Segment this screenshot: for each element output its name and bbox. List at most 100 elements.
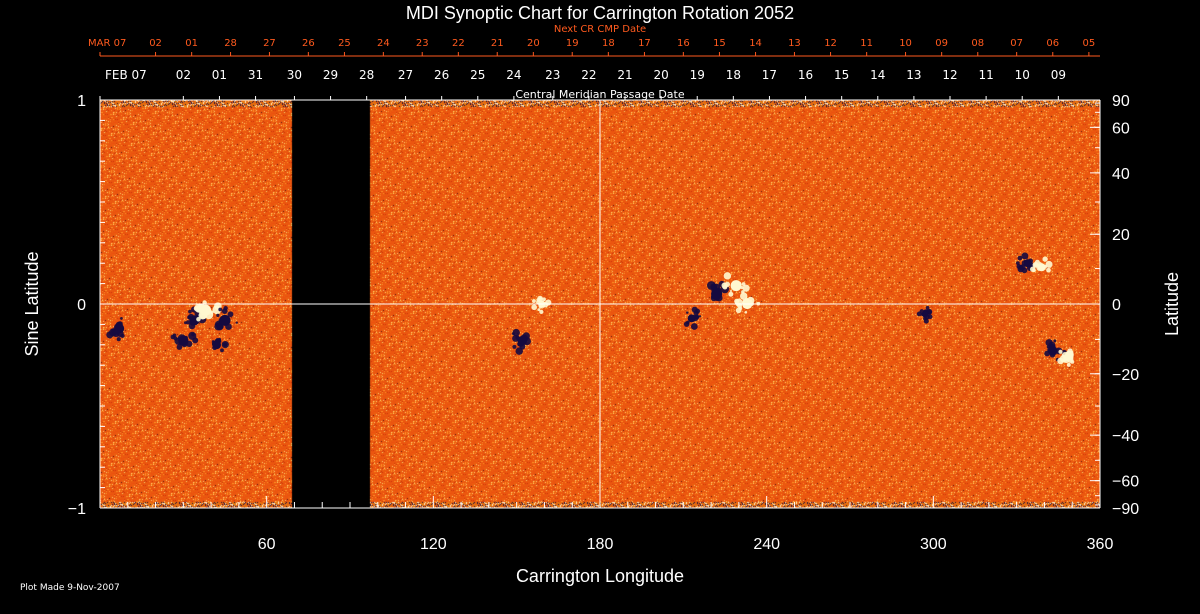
active-region-speck <box>193 306 199 311</box>
cmp-date-label: 12 <box>942 68 957 82</box>
cmp-date-label: 11 <box>978 68 993 82</box>
active-region-negative-4 <box>219 314 231 326</box>
cmp-date-label: 27 <box>398 68 413 82</box>
cmp-date-label: 13 <box>906 68 921 82</box>
y-right-tick-label: −90 <box>1112 501 1139 518</box>
cmp-date-label: 01 <box>212 68 227 82</box>
active-region-positive-14 <box>1037 263 1046 272</box>
cmp-date-label: FEB 07 <box>105 68 147 82</box>
active-region-negative-13 <box>1023 259 1032 268</box>
next-cr-date-label: 27 <box>263 38 276 49</box>
y-right-tick-label: −60 <box>1112 474 1139 491</box>
cmp-date-label: 29 <box>323 68 338 82</box>
next-cr-date-label: 14 <box>749 38 762 49</box>
active-region-negative-6 <box>517 335 527 346</box>
active-region-speck <box>722 284 728 290</box>
grid-lines <box>100 100 1100 508</box>
active-region-positive-10 <box>730 280 742 292</box>
next-cr-date-label: 26 <box>302 38 315 49</box>
active-region-speck <box>176 344 183 350</box>
x-tick-label: 120 <box>420 536 447 553</box>
next-cr-date-label: 12 <box>824 38 837 49</box>
y-right-tick-label: 60 <box>1112 120 1130 137</box>
y-right-tick-label: −20 <box>1112 367 1139 384</box>
active-region-speck <box>691 306 698 313</box>
next-cr-date-label: 21 <box>491 38 504 49</box>
active-region-speck <box>173 336 178 341</box>
active-region-speck <box>216 313 220 318</box>
next-cr-date-label: 10 <box>899 38 912 49</box>
cmp-date-label: 21 <box>617 68 632 82</box>
active-region-speck <box>212 305 222 315</box>
active-region-speck <box>734 298 743 307</box>
active-region-speck <box>741 290 745 294</box>
active-region-speck <box>116 337 121 342</box>
active-region-speck <box>923 316 927 321</box>
cmp-date-label: 31 <box>248 68 263 82</box>
cmp-date-label: 23 <box>545 68 560 82</box>
y-axis-title-right: Latitude <box>1162 272 1182 336</box>
next-cr-date-label: 13 <box>788 38 801 49</box>
active-region-speck <box>1057 357 1064 365</box>
active-region-speck <box>1042 256 1048 262</box>
next-cr-date-label: 05 <box>1083 38 1096 49</box>
active-region-speck <box>927 314 933 320</box>
active-region-speck <box>531 304 538 311</box>
next-cr-date-label: 16 <box>677 38 690 49</box>
y-right-tick-label: 90 <box>1112 93 1130 110</box>
active-region-speck <box>697 315 700 319</box>
active-region-speck <box>223 342 228 347</box>
active-region-speck <box>739 292 748 300</box>
y-right-tick-label: −40 <box>1112 428 1139 445</box>
x-axis-title: Carrington Longitude <box>516 566 684 586</box>
next-cr-date-label: 19 <box>566 38 579 49</box>
active-region-speck <box>512 334 520 342</box>
cmp-date-label: 25 <box>470 68 485 82</box>
plot-made-footer: Plot Made 9-Nov-2007 <box>20 583 120 593</box>
next-cr-date-label: 01 <box>185 38 198 49</box>
active-region-positive-16 <box>1065 350 1074 360</box>
chart-title: MDI Synoptic Chart for Carrington Rotati… <box>406 3 794 23</box>
cmp-date-label: 10 <box>1015 68 1030 82</box>
cmp-date-label: 09 <box>1051 68 1066 82</box>
active-region-speck <box>515 347 523 355</box>
active-region-speck <box>1030 266 1036 272</box>
active-region-speck <box>1058 349 1063 354</box>
active-region-speck <box>925 305 930 310</box>
active-region-speck <box>1045 260 1053 268</box>
active-region-speck <box>916 311 922 317</box>
cmp-date-label: 18 <box>726 68 741 82</box>
active-region-negative-5 <box>212 340 222 350</box>
cmp-date-label: 20 <box>653 68 668 82</box>
next-cr-date-label: 24 <box>377 38 390 49</box>
active-region-speck <box>1066 362 1071 367</box>
active-region-speck <box>742 284 750 292</box>
next-cr-date-label: 15 <box>713 38 726 49</box>
cmp-axis-label: Central Meridian Passage Date <box>515 88 684 101</box>
next-cr-date-label: 18 <box>602 38 615 49</box>
active-region-speck <box>1053 339 1057 343</box>
active-region-speck <box>188 309 192 314</box>
active-region-negative-8 <box>687 314 696 323</box>
cmp-date-label: 28 <box>359 68 374 82</box>
next-cr-date-label: 02 <box>149 38 162 49</box>
active-region-speck <box>1015 261 1020 265</box>
y-left-tick-label: −1 <box>68 501 86 518</box>
active-region-speck <box>512 344 517 349</box>
active-region-speck <box>221 308 228 315</box>
active-region-speck <box>723 272 732 280</box>
active-region-negative-9 <box>711 288 723 300</box>
active-region-speck <box>690 323 698 330</box>
active-region-speck <box>537 308 541 312</box>
active-region-speck <box>214 322 223 331</box>
y-left-tick-label: 1 <box>77 93 86 110</box>
y-left-tick-label: 0 <box>77 297 86 314</box>
next-cr-date-label: 20 <box>527 38 540 49</box>
cmp-date-label: 17 <box>762 68 777 82</box>
next-cr-date-label: 22 <box>452 38 465 49</box>
active-region-speck <box>1034 259 1040 265</box>
cmp-date-label: 15 <box>834 68 849 82</box>
x-tick-label: 240 <box>753 536 780 553</box>
